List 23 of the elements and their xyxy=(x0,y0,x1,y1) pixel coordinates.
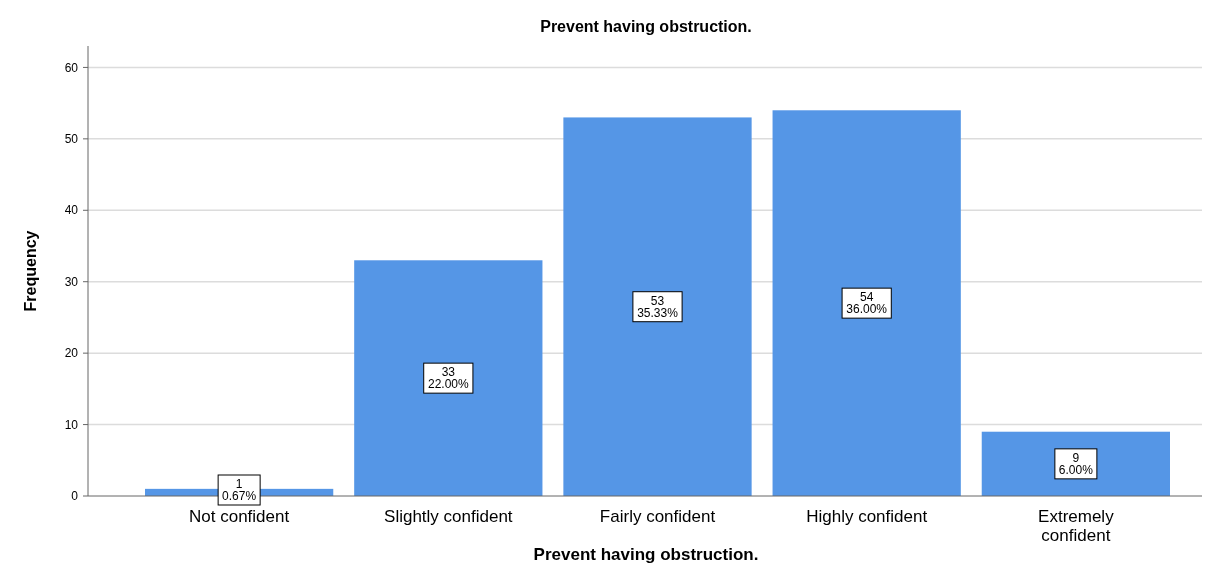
x-tick-label: Fairly confident xyxy=(599,507,716,526)
chart-title: Prevent having obstruction. xyxy=(540,18,752,35)
x-tick-label: Slightly confident xyxy=(384,507,513,526)
bar xyxy=(563,117,752,496)
y-axis-title: Frequency xyxy=(22,230,39,312)
data-label: 54 36.00% xyxy=(846,290,888,317)
x-tick-label: Not confident xyxy=(189,507,290,526)
y-tick-label: 30 xyxy=(64,274,79,289)
data-label: 33 22.00% xyxy=(427,365,469,392)
y-tick-label: 10 xyxy=(64,417,79,432)
x-axis-title: Prevent having obstruction. xyxy=(533,545,759,564)
bar xyxy=(772,110,961,496)
data-label: 1 0.67% xyxy=(222,477,257,503)
data-label: 9 6.00% xyxy=(1058,450,1094,477)
bar xyxy=(354,260,543,496)
y-tick-label: 0 xyxy=(71,489,79,504)
x-tick-label: Highly confident xyxy=(806,507,928,526)
data-label: 53 35.33% xyxy=(637,293,679,320)
x-tick-label: Extremely confident xyxy=(1038,507,1115,545)
y-tick-label: 40 xyxy=(64,203,79,218)
y-tick-label: 60 xyxy=(64,60,79,75)
y-tick-label: 50 xyxy=(64,132,79,147)
y-tick-label: 20 xyxy=(64,346,79,361)
